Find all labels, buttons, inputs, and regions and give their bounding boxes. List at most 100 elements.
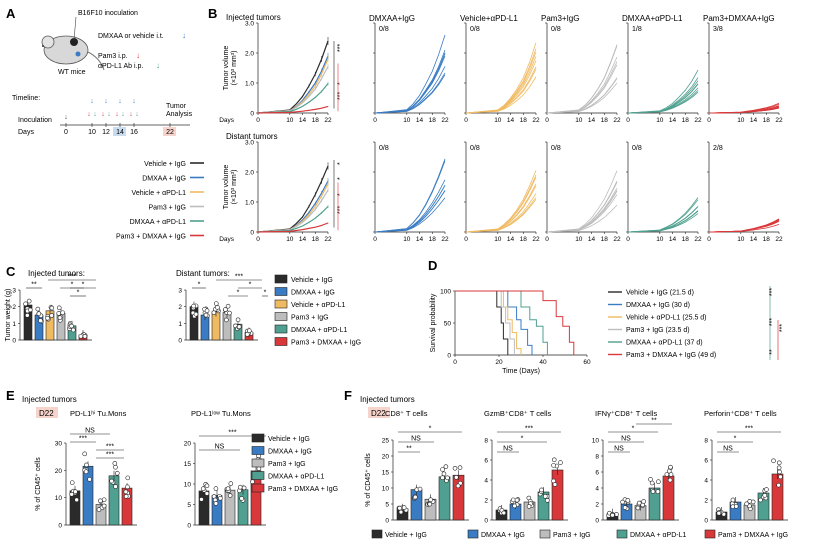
f-plot2-y-tick-label: 6: [595, 470, 599, 477]
panel-d-survival: 0 20 40 60 0 50 100 Time (Days) Survival probabi…: [430, 286, 786, 375]
b-individual-tumor-line: [546, 82, 618, 114]
f-legend-swatch: [467, 529, 479, 539]
f-plot2-point: [664, 472, 670, 477]
b-significance-star: ***: [337, 92, 344, 100]
b-individual-tumor-line: [374, 185, 446, 233]
b-individual-tumor-line: [708, 107, 780, 114]
b-x-tick-label: 18: [312, 236, 320, 243]
f-plot0-y-tick-label: 0: [385, 518, 389, 525]
b-individual-tumor-line: [465, 69, 537, 114]
b-individual-tumor-line: [627, 69, 699, 114]
f-sig-star: ***: [525, 426, 533, 433]
f-plot2-point: [650, 489, 656, 494]
b-x-tick-label: 18: [601, 117, 609, 124]
e-plot1-y-tick-label: 20: [184, 441, 192, 448]
panel-letter-a: A: [6, 6, 16, 21]
f-plot0-point: [397, 505, 402, 511]
e-legend-swatch: [251, 433, 265, 443]
analysis-label-line1: Tumor: [166, 103, 187, 110]
c-distant-point: [235, 317, 241, 323]
b-x-tick-label: 22: [324, 117, 332, 124]
b-x-tick-label: 22: [441, 117, 449, 124]
b-individual-tumor-line: [627, 80, 699, 114]
d-y-tick-label: 0: [447, 353, 451, 360]
c-distant-y-tick-label: 0: [178, 338, 182, 345]
f-sig-star: NS: [621, 436, 631, 443]
b-panel-title: DMXAA+IgG: [369, 14, 415, 23]
f-sig-star: *: [734, 436, 737, 443]
e-legend-label: Pam3 + IgG: [268, 461, 306, 468]
e-plot0-point: [73, 489, 78, 495]
f-plot-title: Perforin⁺CD8⁺ T cells: [704, 409, 777, 418]
c-injected-point: [60, 310, 65, 316]
e-legend-label: Vehicle + IgG: [268, 436, 310, 443]
e-sig-star: ***: [79, 436, 87, 443]
f-plot3-point: [771, 458, 776, 464]
e-plot0-point: [74, 497, 79, 503]
panel-letter-d: D: [428, 258, 437, 273]
f-y-axis-label: % of CD45⁺ cells: [365, 453, 372, 507]
b-x-tick-label: 10: [737, 117, 745, 124]
b-x-tick-label: 0: [373, 236, 377, 243]
e-plot0-point: [113, 484, 118, 489]
f-plot3-point: [730, 497, 736, 503]
e-plot0-y-tick-label: 30: [55, 441, 63, 448]
analysis-label: Tumor Analysis: [166, 103, 193, 118]
b-x-tick-label: 10: [494, 117, 502, 124]
f-plot-title: GzmB⁺CD8⁺ T cells: [484, 409, 551, 418]
e-plot1-point: [250, 479, 255, 484]
f-plot1-point: [558, 460, 563, 465]
b-x-tick-label: 14: [588, 117, 596, 124]
f-legend-label: Vehicle + IgG: [385, 532, 427, 539]
c-title-injected: Injected tumors:: [28, 269, 85, 278]
e-plot1-y-tick-label: 15: [184, 461, 192, 468]
c-sig-star: *: [198, 282, 201, 289]
c-injected-point: [45, 315, 50, 321]
b-individual-tumor-line: [546, 170, 618, 233]
c-distant-y-tick-label: 3: [178, 288, 182, 295]
e-plot0-point: [101, 497, 107, 503]
b-individual-tumor-line: [374, 190, 446, 233]
c-legend-label: Pam3 + IgG: [291, 315, 329, 322]
f-sig-star: *: [429, 426, 432, 433]
f-plot3-bar-4: [771, 473, 784, 521]
f-plot0-point: [427, 501, 433, 507]
f-plot2-point: [620, 499, 625, 505]
f-plot0-y-tick-label: 15: [382, 470, 390, 477]
timeline-pam3-arrow-icon: ↓: [115, 111, 119, 118]
b-significance-star: ***: [337, 206, 344, 214]
c-injected-point: [26, 298, 32, 304]
e-plot1-point: [218, 495, 223, 501]
c-injected-y-tick-label: 2: [12, 304, 16, 311]
f-plot0-point: [445, 475, 450, 481]
b-individual-tumor-line: [374, 34, 446, 114]
b-individual-tumor-line: [546, 189, 618, 233]
b-x-tick-label: 22: [324, 236, 332, 243]
e-legend-swatch: [251, 446, 265, 455]
b-x-tick-label: 0: [545, 117, 549, 124]
b-x-tick-label: 0: [256, 117, 260, 124]
c-legend-label: Vehicle + IgG: [291, 277, 333, 284]
b-x-tick-label: 10: [575, 117, 583, 124]
c-injected-point: [36, 311, 42, 316]
f-plot1-point: [511, 497, 516, 503]
b-y-tick-label: 1.0: [245, 200, 254, 207]
d-survival-curve-5: [455, 290, 575, 355]
f-plot0-point: [440, 475, 445, 481]
c-legend-label: DMXAA + IgG: [291, 290, 335, 297]
b-x-tick-label: 18: [682, 117, 690, 124]
f-plot3-point: [733, 504, 739, 509]
b-panel-title: DMXAA+αPD-L1: [622, 14, 683, 23]
d-legend-label: Vehicle + αPD-L1 (25.5 d): [626, 315, 707, 322]
c-distant-point: [203, 312, 209, 318]
timeline-dmxaa-arrow-icon: ↓: [132, 98, 136, 105]
b-y-axis-label: Tumor volume(×10³ mm³): [223, 46, 238, 91]
f-plot2-bar-4: [662, 475, 675, 521]
f-plot1-point: [542, 494, 548, 499]
e-legend-label: DMXAA + αPD-L1: [268, 474, 324, 481]
c-injected-point: [82, 333, 88, 339]
f-plot0-point: [457, 465, 463, 470]
b-x-tick-label: 0: [626, 117, 630, 124]
c-distant-point: [236, 324, 242, 330]
f-plot3-point: [778, 474, 783, 480]
